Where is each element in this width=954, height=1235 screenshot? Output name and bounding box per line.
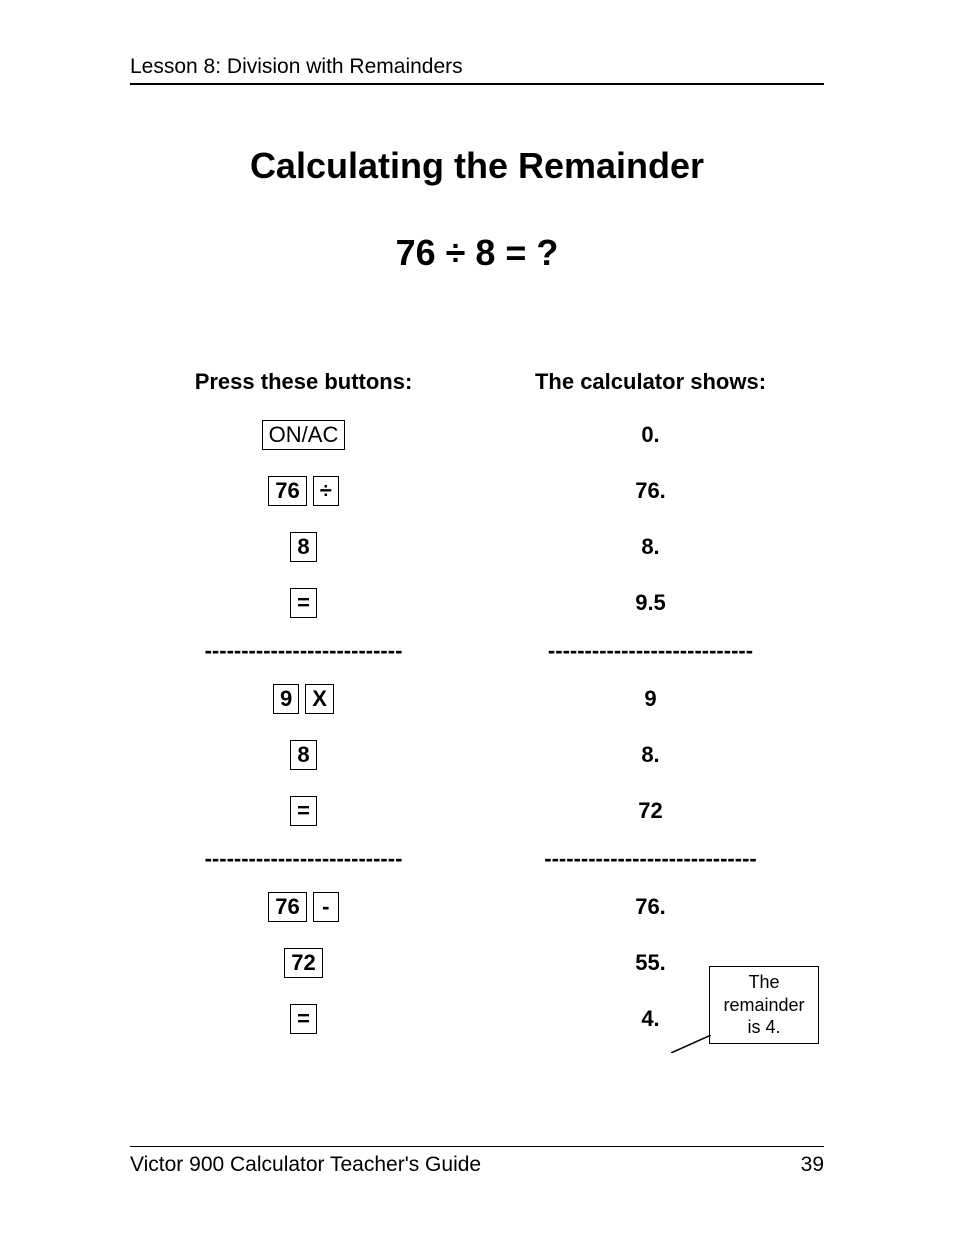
step-row: = [130, 783, 477, 839]
callout-line-2: remainder [723, 995, 804, 1015]
calc-button-8: 8 [290, 532, 316, 562]
callout-line-1: The [748, 972, 779, 992]
calc-button-minus: - [313, 892, 339, 922]
display-value: 76. [477, 879, 824, 935]
page-footer: Victor 900 Calculator Teacher's Guide 39 [130, 1146, 824, 1177]
step-row: 76 ÷ [130, 463, 477, 519]
display-value: 76. [477, 463, 824, 519]
remainder-callout: The remainder is 4. [709, 966, 819, 1044]
main-equation: 76 ÷ 8 = ? [130, 232, 824, 274]
calculator-shows-header: The calculator shows: [477, 369, 824, 395]
calc-button-multiply: X [305, 684, 334, 714]
step-row: ON/AC [130, 407, 477, 463]
calc-button-equals: = [290, 1004, 317, 1034]
callout-line-3: is 4. [747, 1017, 780, 1037]
section-separator: --------------------------- [130, 839, 477, 879]
display-value: 72 [477, 783, 824, 839]
footer-guide-title: Victor 900 Calculator Teacher's Guide [130, 1153, 481, 1177]
display-value: 0. [477, 407, 824, 463]
instruction-columns: Press these buttons: ON/AC 76 ÷ 8 = ----… [130, 369, 824, 1047]
page-title: Calculating the Remainder [130, 145, 824, 187]
calculator-shows-column: The calculator shows: 0. 76. 8. 9.5 ----… [477, 369, 824, 1047]
step-row: 9 X [130, 671, 477, 727]
display-value: 8. [477, 519, 824, 575]
step-row: = [130, 991, 477, 1047]
press-buttons-column: Press these buttons: ON/AC 76 ÷ 8 = ----… [130, 369, 477, 1047]
display-value: 8. [477, 727, 824, 783]
section-separator: ----------------------------- [477, 839, 824, 879]
step-row: 76 - [130, 879, 477, 935]
calc-button-76: 76 [268, 476, 306, 506]
calc-button-9: 9 [273, 684, 299, 714]
calc-button-76: 76 [268, 892, 306, 922]
section-separator: ---------------------------- [477, 631, 824, 671]
footer-page-number: 39 [801, 1153, 824, 1177]
display-value: 9.5 [477, 575, 824, 631]
calc-button-72: 72 [284, 948, 322, 978]
calc-button-8: 8 [290, 740, 316, 770]
calc-button-on-ac: ON/AC [262, 420, 346, 450]
calc-button-equals: = [290, 796, 317, 826]
calc-button-equals: = [290, 588, 317, 618]
step-row: = [130, 575, 477, 631]
press-buttons-header: Press these buttons: [130, 369, 477, 395]
calc-button-divide: ÷ [313, 476, 339, 506]
display-value: 9 [477, 671, 824, 727]
step-row: 8 [130, 519, 477, 575]
lesson-header: Lesson 8: Division with Remainders [130, 55, 824, 85]
step-row: 8 [130, 727, 477, 783]
step-row: 72 [130, 935, 477, 991]
section-separator: --------------------------- [130, 631, 477, 671]
page: Lesson 8: Division with Remainders Calcu… [0, 0, 954, 1235]
